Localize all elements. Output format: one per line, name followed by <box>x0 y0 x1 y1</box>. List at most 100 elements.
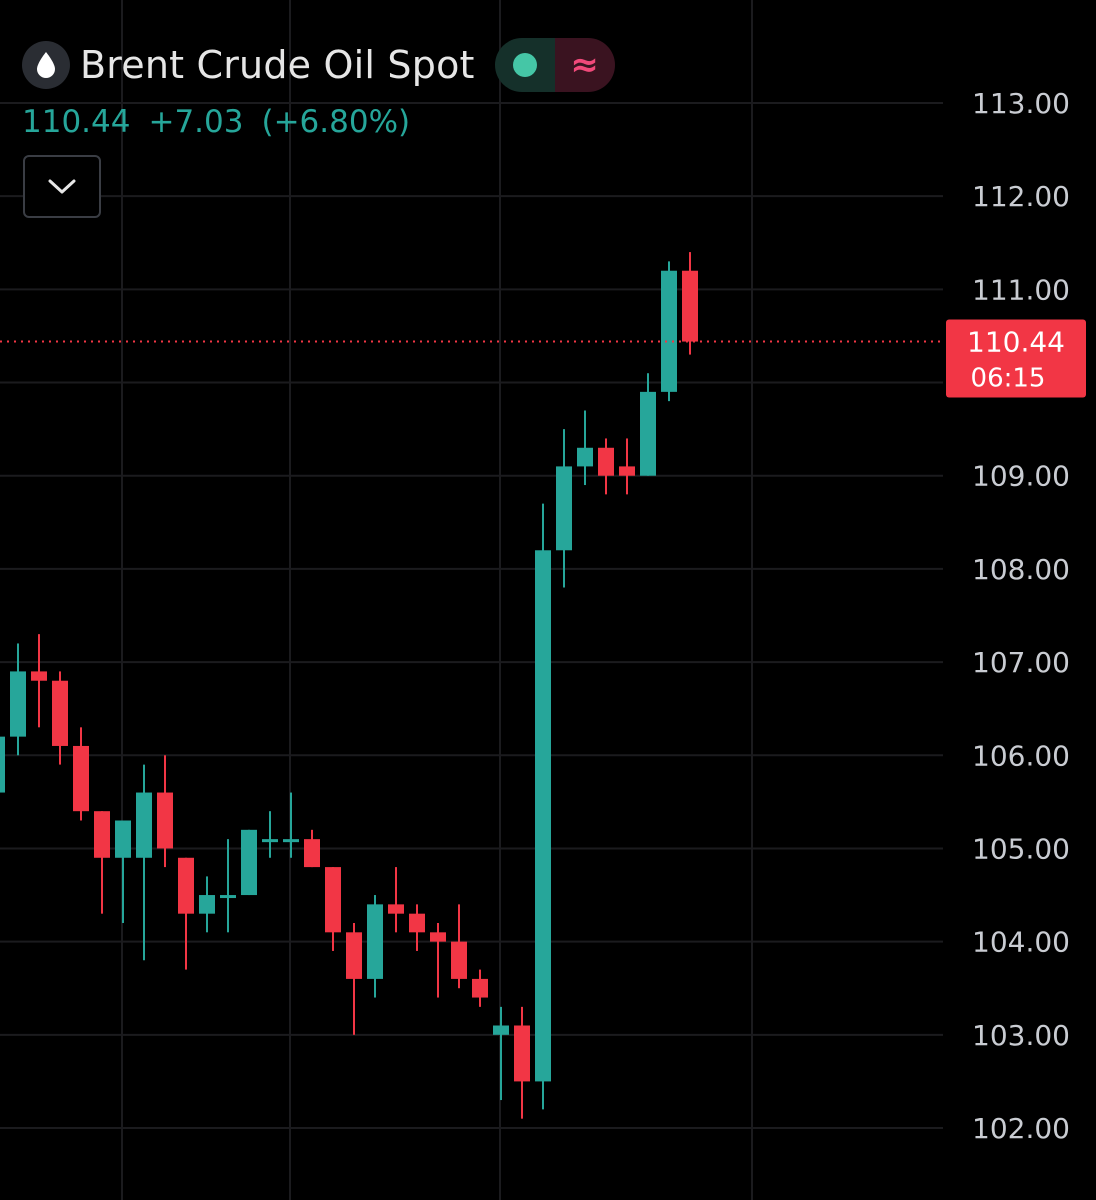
candle-body <box>535 550 551 1082</box>
candle <box>367 895 383 998</box>
candle <box>388 867 404 933</box>
candle <box>451 904 467 989</box>
y-tick-label: 113.00 <box>972 87 1070 120</box>
candle <box>94 811 110 914</box>
candle <box>0 736 5 793</box>
candle-body <box>577 447 593 467</box>
candle-body <box>115 820 131 858</box>
drop-icon <box>22 41 70 89</box>
symbol-header: Brent Crude Oil Spot ≈ <box>22 38 615 92</box>
candle-body <box>283 839 299 843</box>
price-quote: 110.44 +7.03 (+6.80%) <box>22 104 428 140</box>
candle <box>325 867 341 951</box>
candle-body <box>661 270 677 392</box>
price-change-percent: (+6.80%) <box>261 104 411 140</box>
symbol-title[interactable]: Brent Crude Oil Spot <box>80 43 475 87</box>
candle <box>220 839 236 933</box>
candle-body <box>157 792 173 849</box>
candle-body <box>304 839 320 868</box>
candle <box>115 820 131 923</box>
candle <box>346 923 362 1035</box>
last-price-value: 110.44 <box>967 326 1065 359</box>
candle-body <box>682 270 698 342</box>
candle-body <box>430 932 446 942</box>
candle-body <box>640 391 656 476</box>
candle-body <box>556 466 572 551</box>
y-tick-label: 109.00 <box>972 460 1070 493</box>
candle-body <box>178 857 194 914</box>
price-change: +7.03 <box>148 104 244 140</box>
candle <box>472 969 488 1007</box>
candle-body <box>52 680 68 746</box>
candle <box>682 252 698 355</box>
candle-body <box>199 895 215 914</box>
candle-body <box>325 867 341 933</box>
y-tick-label: 112.00 <box>972 180 1070 213</box>
candle <box>493 1006 509 1101</box>
candle <box>157 755 173 868</box>
last-price: 110.44 <box>22 104 131 140</box>
candle <box>430 923 446 998</box>
candle-body <box>514 1025 530 1082</box>
candle-body <box>367 904 383 979</box>
candle <box>136 764 152 961</box>
candle <box>241 829 257 896</box>
candle <box>598 438 614 495</box>
candle <box>304 829 320 868</box>
candle <box>556 429 572 588</box>
candle-body <box>73 745 89 812</box>
candle-body <box>346 932 362 979</box>
candle <box>178 857 194 970</box>
candle-body <box>619 466 635 476</box>
candle-body <box>94 811 110 858</box>
y-tick-label: 104.00 <box>972 926 1070 959</box>
chart-grid <box>0 0 943 1200</box>
wave-icon: ≈ <box>554 38 615 92</box>
candles <box>0 252 698 1119</box>
candle <box>619 438 635 495</box>
y-tick-label: 107.00 <box>972 646 1070 679</box>
last-price-badge-box <box>946 319 1086 398</box>
candle-body <box>136 792 152 858</box>
candle-body <box>262 839 278 843</box>
candle-body <box>598 447 614 476</box>
candle <box>661 261 677 402</box>
candle <box>52 671 68 765</box>
candle-body <box>0 736 5 793</box>
candle <box>283 792 299 858</box>
candle-body <box>409 913 425 933</box>
market-status-pill[interactable]: ≈ <box>494 38 615 92</box>
candle-body <box>220 895 236 899</box>
y-tick-label: 105.00 <box>972 832 1070 865</box>
candle <box>577 410 593 486</box>
candle-body <box>388 904 404 914</box>
candle-body <box>31 671 47 681</box>
market-open-dot-icon <box>512 53 537 77</box>
candle <box>514 1006 530 1119</box>
price-axis[interactable]: 113.00112.00111.00110.00109.00108.00107.… <box>972 87 1070 1145</box>
chevron-down-icon <box>48 179 76 193</box>
candle-body <box>451 941 467 979</box>
candle-body <box>493 1025 509 1035</box>
bar-countdown: 06:15 <box>971 364 1046 394</box>
candle <box>262 811 278 858</box>
candle <box>640 373 656 476</box>
candle-body <box>472 978 488 998</box>
candle <box>31 634 47 728</box>
candle <box>409 904 425 951</box>
candle <box>199 876 215 933</box>
y-tick-label: 103.00 <box>972 1019 1070 1052</box>
candle <box>535 503 551 1110</box>
candle-body <box>241 829 257 896</box>
last-price-badge: 110.44 06:15 <box>946 319 1086 398</box>
y-tick-label: 111.00 <box>972 273 1070 306</box>
collapse-legend-button[interactable] <box>23 155 101 218</box>
candle-body <box>10 671 26 737</box>
y-tick-label: 108.00 <box>972 553 1070 586</box>
candle <box>10 643 26 756</box>
y-tick-label: 102.00 <box>972 1112 1070 1145</box>
market-status-left <box>494 38 555 92</box>
candle <box>73 727 89 821</box>
y-tick-label: 106.00 <box>972 739 1070 772</box>
